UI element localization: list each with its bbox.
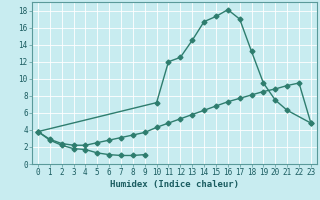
X-axis label: Humidex (Indice chaleur): Humidex (Indice chaleur) (110, 180, 239, 189)
